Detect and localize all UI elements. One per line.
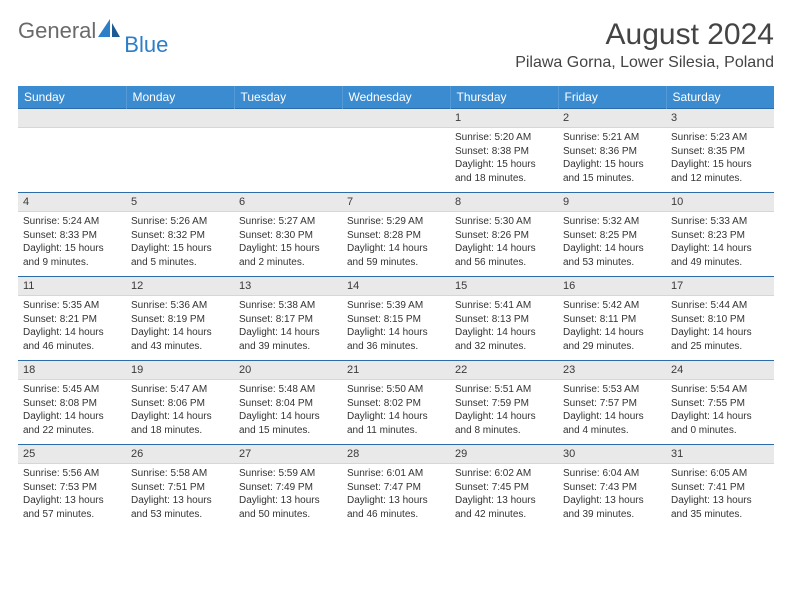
day-content-cell — [342, 128, 450, 193]
day-content-cell: Sunrise: 5:38 AMSunset: 8:17 PMDaylight:… — [234, 296, 342, 361]
calendar-body: 123Sunrise: 5:20 AMSunset: 8:38 PMDaylig… — [18, 109, 774, 529]
day-number-cell: 21 — [342, 361, 450, 380]
day-content-cell — [18, 128, 126, 193]
day-content-cell: Sunrise: 5:44 AMSunset: 8:10 PMDaylight:… — [666, 296, 774, 361]
day-number-cell: 12 — [126, 277, 234, 296]
day-number-cell: 29 — [450, 445, 558, 464]
day-content-cell: Sunrise: 5:20 AMSunset: 8:38 PMDaylight:… — [450, 128, 558, 193]
day-content-cell: Sunrise: 5:59 AMSunset: 7:49 PMDaylight:… — [234, 464, 342, 529]
day-content-cell: Sunrise: 5:32 AMSunset: 8:25 PMDaylight:… — [558, 212, 666, 277]
day-content-cell: Sunrise: 5:35 AMSunset: 8:21 PMDaylight:… — [18, 296, 126, 361]
day-number-cell: 31 — [666, 445, 774, 464]
day-number-row: 11121314151617 — [18, 277, 774, 296]
day-number-cell: 9 — [558, 193, 666, 212]
day-content-cell: Sunrise: 5:58 AMSunset: 7:51 PMDaylight:… — [126, 464, 234, 529]
day-number-cell: 8 — [450, 193, 558, 212]
day-content-cell: Sunrise: 5:30 AMSunset: 8:26 PMDaylight:… — [450, 212, 558, 277]
day-header: Thursday — [450, 86, 558, 109]
day-content-cell: Sunrise: 5:24 AMSunset: 8:33 PMDaylight:… — [18, 212, 126, 277]
day-number-row: 18192021222324 — [18, 361, 774, 380]
day-number-cell: 10 — [666, 193, 774, 212]
day-number-cell: 7 — [342, 193, 450, 212]
day-number-cell — [342, 109, 450, 128]
day-number-cell: 6 — [234, 193, 342, 212]
day-number-cell: 27 — [234, 445, 342, 464]
day-header: Saturday — [666, 86, 774, 109]
day-content-cell: Sunrise: 5:53 AMSunset: 7:57 PMDaylight:… — [558, 380, 666, 445]
day-content-row: Sunrise: 5:20 AMSunset: 8:38 PMDaylight:… — [18, 128, 774, 193]
day-number-cell: 26 — [126, 445, 234, 464]
day-number-cell: 17 — [666, 277, 774, 296]
logo-text-blue: Blue — [124, 32, 168, 58]
day-number-cell: 5 — [126, 193, 234, 212]
day-content-cell: Sunrise: 5:54 AMSunset: 7:55 PMDaylight:… — [666, 380, 774, 445]
day-content-cell: Sunrise: 6:05 AMSunset: 7:41 PMDaylight:… — [666, 464, 774, 529]
day-content-cell: Sunrise: 5:48 AMSunset: 8:04 PMDaylight:… — [234, 380, 342, 445]
calendar-page: General Blue August 2024 Pilawa Gorna, L… — [0, 0, 792, 528]
day-number-cell: 22 — [450, 361, 558, 380]
day-content-cell: Sunrise: 5:29 AMSunset: 8:28 PMDaylight:… — [342, 212, 450, 277]
day-number-cell: 23 — [558, 361, 666, 380]
day-content-row: Sunrise: 5:24 AMSunset: 8:33 PMDaylight:… — [18, 212, 774, 277]
day-content-cell: Sunrise: 5:39 AMSunset: 8:15 PMDaylight:… — [342, 296, 450, 361]
day-content-cell: Sunrise: 5:41 AMSunset: 8:13 PMDaylight:… — [450, 296, 558, 361]
logo: General Blue — [18, 18, 170, 44]
day-number-cell: 3 — [666, 109, 774, 128]
day-number-cell: 24 — [666, 361, 774, 380]
logo-text-gray: General — [18, 18, 96, 44]
day-content-row: Sunrise: 5:45 AMSunset: 8:08 PMDaylight:… — [18, 380, 774, 445]
day-content-cell: Sunrise: 6:04 AMSunset: 7:43 PMDaylight:… — [558, 464, 666, 529]
calendar-header-row: Sunday Monday Tuesday Wednesday Thursday… — [18, 86, 774, 109]
day-content-cell — [234, 128, 342, 193]
day-number-cell: 11 — [18, 277, 126, 296]
day-number-cell: 30 — [558, 445, 666, 464]
day-number-row: 25262728293031 — [18, 445, 774, 464]
day-content-cell: Sunrise: 5:26 AMSunset: 8:32 PMDaylight:… — [126, 212, 234, 277]
day-number-cell: 13 — [234, 277, 342, 296]
day-header: Monday — [126, 86, 234, 109]
day-number-cell: 15 — [450, 277, 558, 296]
day-content-cell — [126, 128, 234, 193]
page-header: General Blue August 2024 Pilawa Gorna, L… — [18, 18, 774, 72]
day-content-cell: Sunrise: 5:23 AMSunset: 8:35 PMDaylight:… — [666, 128, 774, 193]
day-content-cell: Sunrise: 5:42 AMSunset: 8:11 PMDaylight:… — [558, 296, 666, 361]
day-content-cell: Sunrise: 5:27 AMSunset: 8:30 PMDaylight:… — [234, 212, 342, 277]
day-header: Friday — [558, 86, 666, 109]
day-header: Sunday — [18, 86, 126, 109]
day-header: Wednesday — [342, 86, 450, 109]
day-content-row: Sunrise: 5:35 AMSunset: 8:21 PMDaylight:… — [18, 296, 774, 361]
day-number-cell: 19 — [126, 361, 234, 380]
day-number-cell: 18 — [18, 361, 126, 380]
month-title: August 2024 — [515, 18, 774, 52]
day-number-cell: 16 — [558, 277, 666, 296]
day-number-cell — [126, 109, 234, 128]
day-content-cell: Sunrise: 5:50 AMSunset: 8:02 PMDaylight:… — [342, 380, 450, 445]
day-content-cell: Sunrise: 5:47 AMSunset: 8:06 PMDaylight:… — [126, 380, 234, 445]
day-content-cell: Sunrise: 5:51 AMSunset: 7:59 PMDaylight:… — [450, 380, 558, 445]
day-content-cell: Sunrise: 6:02 AMSunset: 7:45 PMDaylight:… — [450, 464, 558, 529]
day-number-cell: 28 — [342, 445, 450, 464]
day-number-cell: 4 — [18, 193, 126, 212]
day-number-cell — [234, 109, 342, 128]
location-label: Pilawa Gorna, Lower Silesia, Poland — [515, 54, 774, 72]
title-block: August 2024 Pilawa Gorna, Lower Silesia,… — [515, 18, 774, 72]
day-content-cell: Sunrise: 5:21 AMSunset: 8:36 PMDaylight:… — [558, 128, 666, 193]
day-number-cell: 2 — [558, 109, 666, 128]
day-content-cell: Sunrise: 5:33 AMSunset: 8:23 PMDaylight:… — [666, 212, 774, 277]
day-number-cell: 1 — [450, 109, 558, 128]
day-number-cell: 20 — [234, 361, 342, 380]
day-header: Tuesday — [234, 86, 342, 109]
day-content-cell: Sunrise: 5:45 AMSunset: 8:08 PMDaylight:… — [18, 380, 126, 445]
day-content-cell: Sunrise: 5:56 AMSunset: 7:53 PMDaylight:… — [18, 464, 126, 529]
day-content-cell: Sunrise: 6:01 AMSunset: 7:47 PMDaylight:… — [342, 464, 450, 529]
day-number-row: 45678910 — [18, 193, 774, 212]
day-content-row: Sunrise: 5:56 AMSunset: 7:53 PMDaylight:… — [18, 464, 774, 529]
day-number-row: 123 — [18, 109, 774, 128]
day-content-cell: Sunrise: 5:36 AMSunset: 8:19 PMDaylight:… — [126, 296, 234, 361]
logo-sail-icon — [96, 17, 122, 39]
day-number-cell — [18, 109, 126, 128]
day-number-cell: 25 — [18, 445, 126, 464]
calendar-table: Sunday Monday Tuesday Wednesday Thursday… — [18, 86, 774, 528]
day-number-cell: 14 — [342, 277, 450, 296]
